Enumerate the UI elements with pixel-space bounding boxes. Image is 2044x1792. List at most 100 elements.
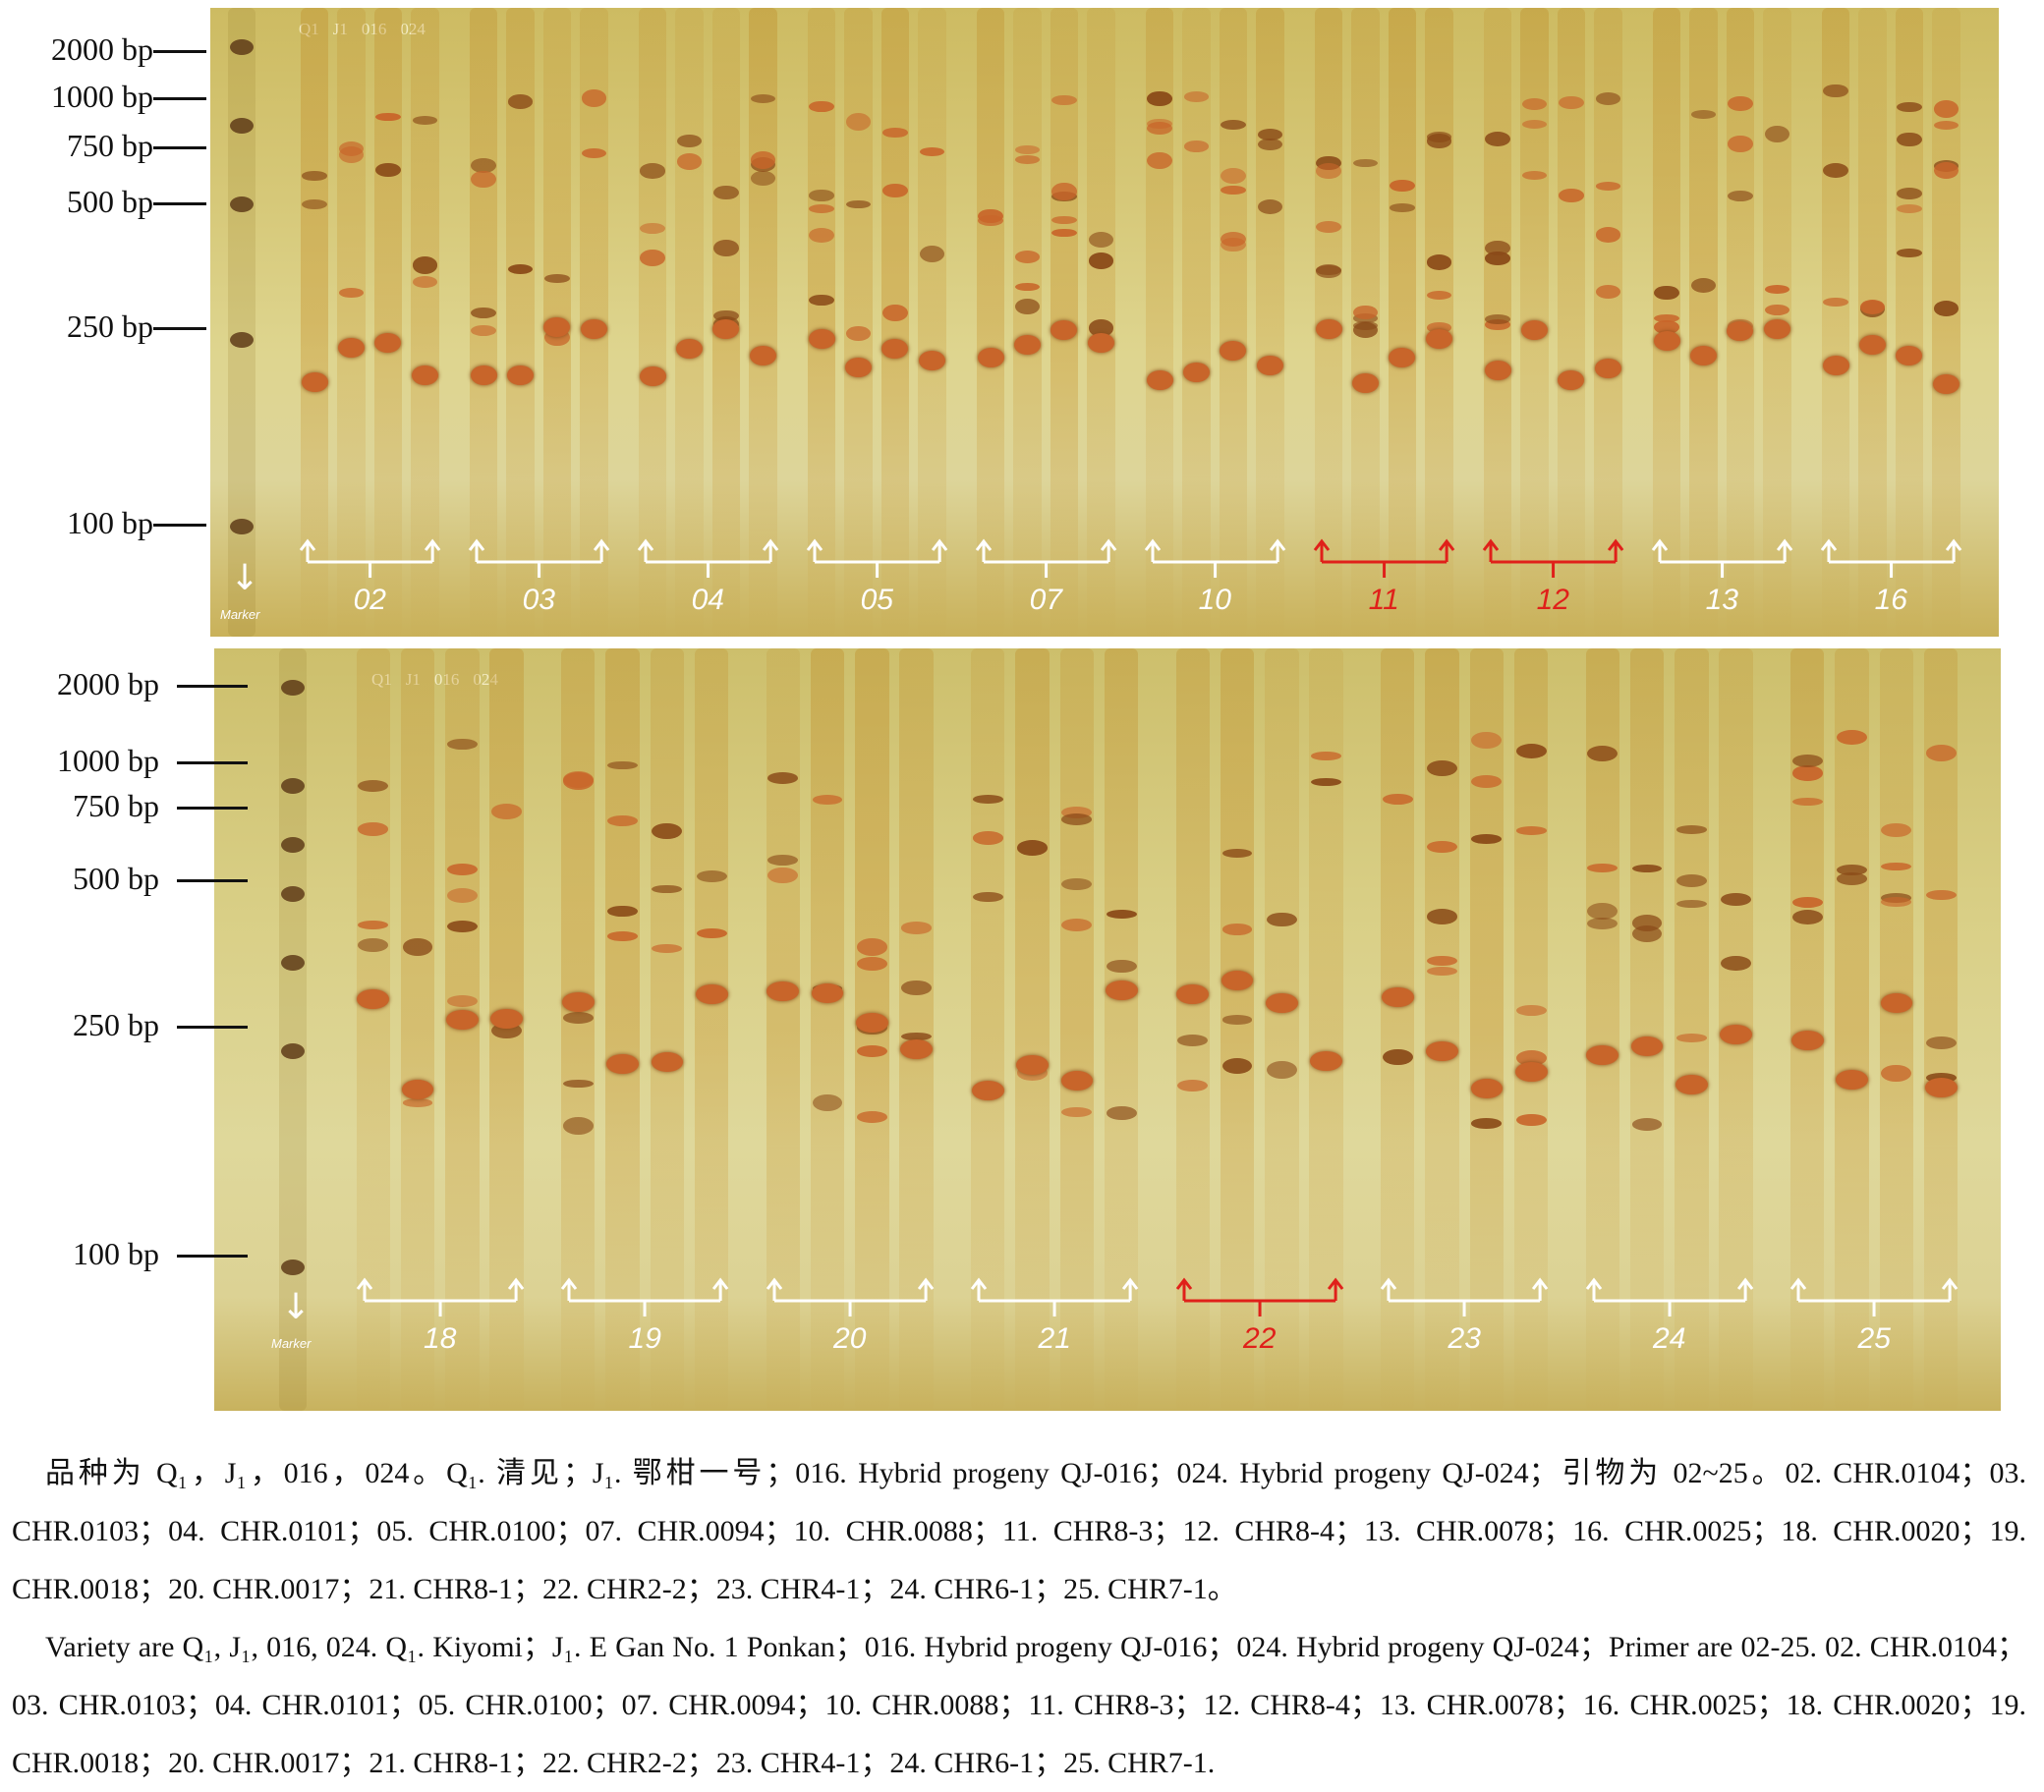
- dna-band-main: [1675, 1074, 1708, 1094]
- primer-label: 16: [1874, 584, 1907, 616]
- dna-band: [1925, 744, 1957, 761]
- dna-band: [358, 938, 389, 952]
- primer-bracket: [975, 538, 1117, 578]
- dna-band: [1471, 731, 1503, 750]
- dna-band: [1933, 301, 1959, 316]
- dna-band: [1764, 285, 1790, 295]
- primer-bracket: [1585, 1277, 1753, 1316]
- gel-lane: [1675, 648, 1709, 1411]
- primer-label: 21: [1038, 1322, 1071, 1355]
- dna-band: [1390, 179, 1415, 192]
- dna-band: [809, 203, 834, 214]
- dna-band: [1088, 252, 1114, 269]
- marker-band: [230, 39, 254, 55]
- caption-english: Variety are Q₁, J₁, 016, 024. Q₁. Kiyomi…: [12, 1631, 2026, 1779]
- dna-band: [652, 822, 683, 840]
- dna-band: [809, 100, 834, 113]
- dna-band: [607, 905, 638, 918]
- marker-band: [230, 332, 254, 348]
- dna-band: [1595, 227, 1621, 243]
- dna-band-main: [1880, 992, 1913, 1013]
- dna-band: [446, 887, 478, 903]
- lane-header-item: 016: [362, 20, 387, 39]
- ladder-label: 1000 bp: [51, 79, 153, 114]
- dna-band-main: [606, 1054, 639, 1075]
- dna-band-main: [808, 329, 835, 350]
- primer-label: 13: [1705, 584, 1738, 616]
- dna-band-main: [1105, 980, 1138, 1000]
- dna-band: [640, 223, 665, 235]
- dna-band: [1427, 955, 1457, 967]
- lane-header: Q1 J1 016 024: [371, 670, 498, 690]
- marker-band: [230, 519, 254, 534]
- primer-bracket: [1651, 538, 1793, 578]
- primer-label: 07: [1029, 584, 1062, 616]
- ladder-tick: [153, 97, 206, 100]
- gel-lane: [1557, 8, 1586, 637]
- marker-label: Marker: [271, 1336, 312, 1351]
- dna-band: [1221, 923, 1253, 935]
- primer-label: 02: [353, 584, 386, 616]
- dna-band: [607, 760, 638, 770]
- dna-band: [652, 884, 683, 894]
- marker-band: [230, 118, 254, 134]
- dna-band-main: [639, 365, 666, 386]
- dna-band: [767, 867, 799, 884]
- figure-caption: 品种为 Q₁，J₁，016，024。Q₁. 清见；J₁. 鄂柑一号；016. H…: [12, 1444, 2026, 1792]
- dna-band: [1106, 910, 1137, 920]
- dna-band-main: [1836, 1069, 1868, 1090]
- primer-label: 23: [1448, 1322, 1481, 1355]
- dna-band: [901, 922, 933, 934]
- dna-band: [1485, 240, 1510, 256]
- dna-band: [1051, 183, 1077, 200]
- dna-band: [562, 772, 594, 790]
- dna-band-main: [411, 364, 438, 385]
- ladder-label: 500 bp: [73, 861, 159, 896]
- primer-label: 22: [1243, 1322, 1277, 1355]
- dna-band: [901, 980, 933, 995]
- dna-band: [1791, 764, 1823, 781]
- ladder-tick: [177, 1255, 248, 1258]
- dna-band-main: [651, 1051, 684, 1072]
- dna-band-main: [1470, 1078, 1504, 1098]
- primer-label: 24: [1653, 1322, 1686, 1355]
- dna-band: [845, 199, 872, 209]
- down-arrow-icon: ↓: [281, 1287, 312, 1327]
- dna-band: [1595, 284, 1621, 300]
- dna-band: [882, 127, 908, 138]
- gel-lane: [1013, 8, 1042, 637]
- lane-header-item: J1: [333, 20, 348, 39]
- gel-lane: [1220, 648, 1255, 1411]
- dna-band: [972, 831, 1003, 845]
- primer-bracket: [806, 538, 948, 578]
- dna-band: [1675, 825, 1707, 835]
- gel-lane: [1145, 8, 1174, 637]
- dna-band-main: [1183, 363, 1210, 383]
- primer-label: 19: [628, 1322, 661, 1355]
- dna-band: [713, 309, 739, 322]
- dna-band-main: [1389, 347, 1416, 367]
- dna-band-main: [918, 351, 945, 371]
- dna-band: [845, 325, 872, 341]
- ladder-tick: [177, 761, 248, 764]
- ladder-tick: [153, 50, 206, 53]
- dna-band: [358, 780, 389, 793]
- dna-band: [507, 94, 534, 109]
- dna-band: [402, 1098, 433, 1107]
- dna-band: [1390, 203, 1415, 212]
- dna-band-main: [1859, 334, 1886, 355]
- primer-label: 25: [1857, 1322, 1891, 1355]
- dna-band-main: [338, 338, 365, 359]
- dna-band-main: [1630, 1036, 1664, 1056]
- dna-band: [1728, 95, 1753, 112]
- dna-band: [412, 275, 438, 288]
- dna-band: [1764, 304, 1790, 316]
- dna-band: [1925, 889, 1957, 901]
- primer-bracket: [299, 538, 441, 578]
- dna-band: [1221, 237, 1246, 252]
- gel-lane: [1265, 648, 1299, 1411]
- dna-band: [1051, 94, 1077, 106]
- dna-band: [1728, 136, 1753, 152]
- dna-band-main: [1352, 372, 1379, 393]
- dna-band-main: [749, 345, 776, 365]
